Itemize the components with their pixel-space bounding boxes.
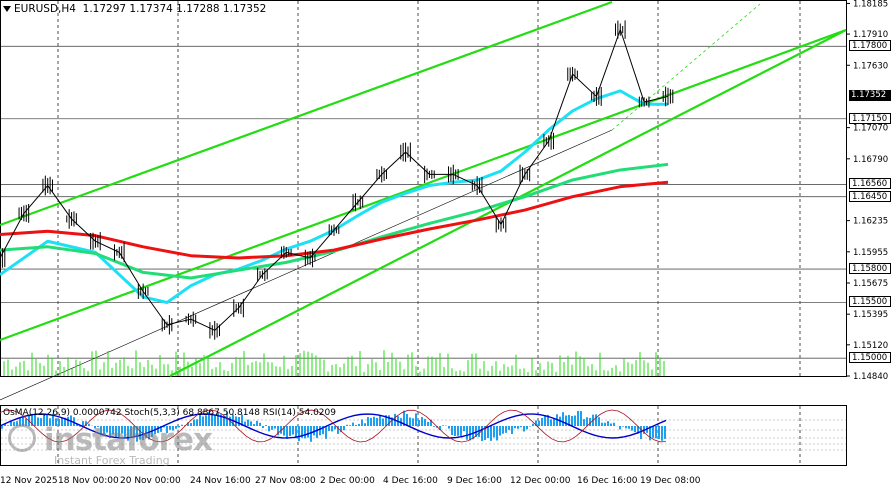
logo-ring-icon [8, 424, 36, 452]
price-tick-label: 1.18185 [853, 0, 888, 9]
chart-axes: 1.18185 1.17910 1.17630 1.17070 1.16790 1.162… [846, 0, 888, 382]
price-tick-label: 1.15675 [853, 279, 888, 289]
price-tick-label: 1.15395 [853, 310, 888, 320]
time-label: 27 Nov 08:00 [255, 476, 316, 486]
price-tick-label: 1.14840 [853, 372, 888, 382]
ma-fast-line [0, 89, 668, 304]
instaforex-logo: instaforex Instant Forex Trading [8, 422, 213, 467]
time-label: 20 Nov 00:00 [120, 476, 181, 486]
dropdown-arrow-icon[interactable] [3, 6, 11, 12]
time-label: 9 Dec 16:00 [447, 476, 502, 486]
stoch-line [0, 409, 667, 443]
chart-grid [0, 0, 847, 466]
price-tick-label: 1.16790 [853, 155, 888, 165]
time-label: 2 Dec 00:00 [320, 476, 375, 486]
logo-tagline: Instant Forex Trading [54, 454, 170, 467]
symbol-label: EURUSD,H4 [14, 3, 76, 15]
price-series [0, 20, 674, 340]
level-tag: 1.16450 [849, 190, 891, 202]
price-tick-label: 1.17630 [853, 61, 888, 71]
volume-bars [3, 350, 665, 376]
time-label: 16 Dec 16:00 [577, 476, 638, 486]
logo-brand: instaforex [44, 422, 213, 458]
time-label: 18 Nov 00:00 [58, 476, 119, 486]
price-frame [0, 0, 847, 377]
time-label: 19 Dec 08:00 [640, 476, 701, 486]
level-tag: 1.15000 [849, 352, 891, 364]
ohlc-values: 1.17297 1.17374 1.17288 1.17352 [82, 3, 267, 15]
time-label: 24 Nov 16:00 [190, 476, 251, 486]
time-label: 4 Dec 16:00 [383, 476, 438, 486]
chart-header: EURUSD,H4 1.17297 1.17374 1.17288 1.1735… [3, 3, 266, 15]
oscillator-panel [0, 409, 846, 451]
median-line [0, 129, 613, 401]
price-tick-label: 1.15120 [853, 341, 888, 351]
level-tag: 1.15500 [849, 296, 891, 308]
price-tick-label: 1.16235 [853, 217, 888, 227]
current-price-tag: 1.17352 [849, 90, 891, 102]
price-tick-label: 1.15955 [853, 248, 888, 258]
ma-slow-line [0, 180, 669, 260]
channel-lower-line [0, 28, 847, 342]
indicator-header: OsMA(12,26,9) 0.0000742 Stoch(5,3,3) 68.… [3, 408, 336, 418]
oscillator-frame [0, 405, 847, 466]
ma-mid-line [0, 162, 669, 280]
trend-channel [0, 0, 847, 401]
channel-upper-line [0, 0, 613, 227]
level-tag: 1.15800 [849, 263, 891, 275]
level-tag: 1.17800 [849, 40, 891, 52]
price-tick-label: 1.17070 [853, 124, 888, 134]
channel-extension [611, 3, 761, 131]
level-tag: 1.16560 [849, 178, 891, 190]
price-tick-label: 1.17910 [853, 30, 888, 40]
time-label: 12 Nov 2025 [0, 476, 58, 486]
level-tag: 1.17150 [849, 112, 891, 124]
moving-averages [0, 89, 669, 304]
time-label: 12 Dec 00:00 [510, 476, 571, 486]
